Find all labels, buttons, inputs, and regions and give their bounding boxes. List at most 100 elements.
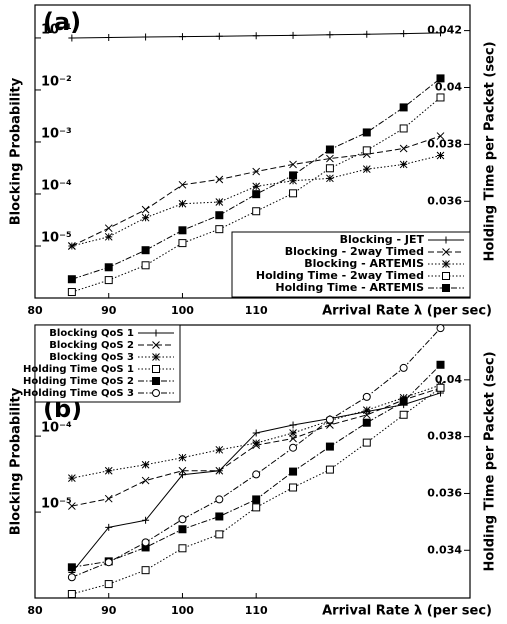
marker	[362, 392, 371, 401]
marker	[104, 276, 113, 285]
marker	[152, 353, 160, 361]
marker	[325, 164, 334, 173]
marker	[67, 573, 76, 582]
marker	[325, 442, 334, 451]
marker	[178, 453, 187, 462]
x-tick-label: 80	[27, 304, 43, 317]
marker	[289, 189, 298, 198]
marker	[104, 558, 113, 567]
marker	[362, 128, 371, 137]
marker	[178, 466, 187, 475]
marker	[141, 205, 150, 214]
y2-tick-label: 0.04	[435, 373, 462, 386]
marker	[289, 429, 297, 437]
y2-tick-label: 0.036	[427, 486, 462, 499]
y-tick-label: 10⁻⁵	[41, 497, 72, 512]
marker	[68, 474, 76, 482]
marker	[178, 471, 186, 479]
legend-label: Blocking - JET	[340, 233, 425, 246]
marker	[436, 74, 445, 83]
marker	[141, 566, 150, 575]
marker	[252, 495, 261, 504]
y2-tick-label: 0.036	[427, 194, 462, 207]
marker	[104, 494, 113, 503]
marker	[215, 466, 224, 475]
marker	[142, 33, 150, 41]
marker	[142, 516, 150, 524]
marker	[178, 199, 187, 208]
legend-label: Holding Time - 2way Timed	[256, 269, 424, 282]
marker	[68, 34, 76, 42]
marker	[141, 460, 150, 469]
y2-tick-label: 0.042	[427, 24, 462, 37]
x-tick-label: 110	[245, 304, 268, 317]
marker	[289, 434, 297, 443]
marker	[399, 144, 408, 153]
legend-label: Holding Time QoS 3	[23, 388, 134, 399]
marker	[152, 377, 160, 385]
y-tick-label: 10⁻¹	[41, 22, 72, 37]
marker	[252, 182, 261, 191]
marker	[289, 171, 298, 180]
marker	[104, 263, 113, 272]
y-tick-label: 10⁻³	[41, 126, 72, 141]
marker	[178, 525, 187, 534]
legend-box	[231, 231, 471, 298]
marker	[325, 415, 334, 424]
marker	[252, 207, 261, 216]
x-tick-label: 90	[101, 604, 117, 617]
marker	[67, 563, 76, 572]
marker	[399, 124, 408, 133]
y2-tick-label: 0.04	[435, 80, 462, 93]
y2-axis-label: Holding Time per Packet (sec)	[483, 41, 498, 261]
marker	[442, 260, 450, 268]
marker	[362, 165, 371, 174]
marker	[436, 383, 445, 392]
marker	[436, 132, 445, 140]
marker	[442, 272, 450, 280]
marker	[326, 154, 334, 163]
marker	[399, 397, 408, 406]
marker	[326, 31, 334, 39]
marker	[289, 160, 297, 169]
marker	[215, 530, 224, 539]
marker	[215, 211, 224, 220]
series-line	[71, 384, 441, 479]
y-axis-label: Blocking Probability	[9, 77, 24, 225]
marker	[436, 360, 445, 369]
plot-frame	[34, 324, 471, 599]
marker	[437, 29, 445, 37]
y2-tick-label: 0.034	[427, 543, 462, 556]
marker	[105, 33, 113, 41]
marker	[252, 429, 260, 437]
marker	[289, 443, 298, 452]
legend-label: Holding Time QoS 2	[23, 376, 134, 387]
marker	[105, 523, 113, 531]
x-tick-label: 100	[171, 604, 194, 617]
marker	[442, 248, 450, 256]
marker	[141, 476, 150, 485]
marker	[289, 31, 297, 39]
marker	[215, 198, 224, 206]
marker	[252, 470, 261, 479]
legend-label: Blocking QoS 2	[49, 340, 134, 351]
y2-tick-label: 0.038	[427, 137, 462, 150]
marker	[141, 538, 150, 547]
series-line	[71, 387, 441, 507]
marker	[362, 418, 371, 427]
marker	[215, 225, 224, 234]
x-axis-label: Arrival Rate λ (per sec)	[322, 604, 492, 619]
marker	[362, 438, 371, 447]
marker	[289, 483, 298, 492]
x-tick-label: 90	[101, 304, 117, 317]
marker	[442, 236, 450, 244]
marker	[399, 410, 408, 419]
marker	[252, 503, 261, 512]
series-line	[71, 392, 441, 573]
marker	[289, 421, 297, 429]
legend-label: Blocking - ARTEMIS	[304, 257, 424, 270]
marker	[152, 329, 160, 337]
marker	[362, 406, 371, 414]
marker	[442, 284, 450, 292]
marker	[289, 467, 298, 476]
